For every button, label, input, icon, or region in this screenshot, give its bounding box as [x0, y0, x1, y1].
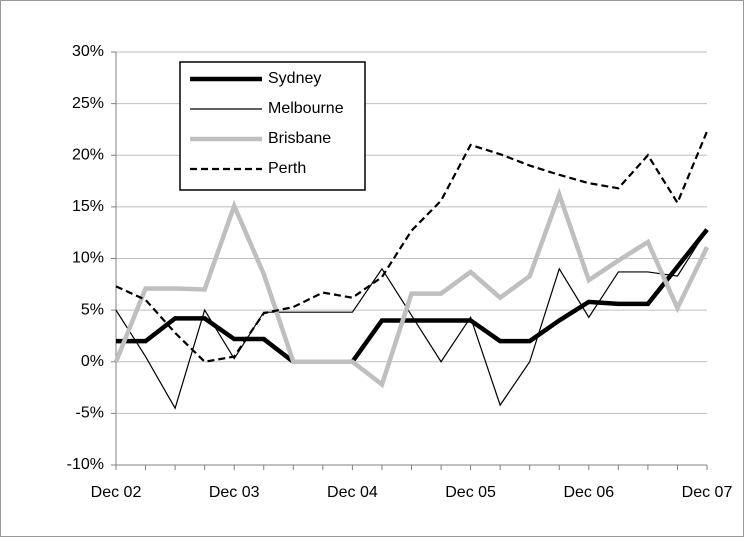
legend-label: Perth: [268, 160, 306, 177]
y-tick-label: 10%: [72, 250, 104, 267]
legend-label: Brisbane: [268, 130, 331, 147]
y-tick-label: 25%: [72, 95, 104, 112]
y-tick-label: 20%: [72, 146, 104, 163]
y-tick-label: 15%: [72, 198, 104, 215]
y-tick-label: -10%: [67, 456, 104, 473]
y-tick-label: 5%: [81, 301, 104, 318]
series-line: [115, 229, 708, 410]
y-tick-label: 0%: [81, 353, 104, 370]
series-line: [113, 187, 710, 389]
x-tick-label: Dec 02: [91, 484, 142, 501]
legend-box: [179, 61, 366, 191]
legend-label: Melbourne: [268, 100, 344, 117]
legend-label: Sydney: [268, 70, 321, 87]
x-tick-label: Dec 04: [327, 484, 378, 501]
y-tick-label: -5%: [76, 405, 104, 422]
x-tick-label: Dec 06: [563, 484, 614, 501]
x-tick-label: Dec 07: [682, 484, 733, 501]
x-tick-label: Dec 03: [209, 484, 260, 501]
y-tick-label: 30%: [72, 43, 104, 60]
x-tick-label: Dec 05: [445, 484, 496, 501]
